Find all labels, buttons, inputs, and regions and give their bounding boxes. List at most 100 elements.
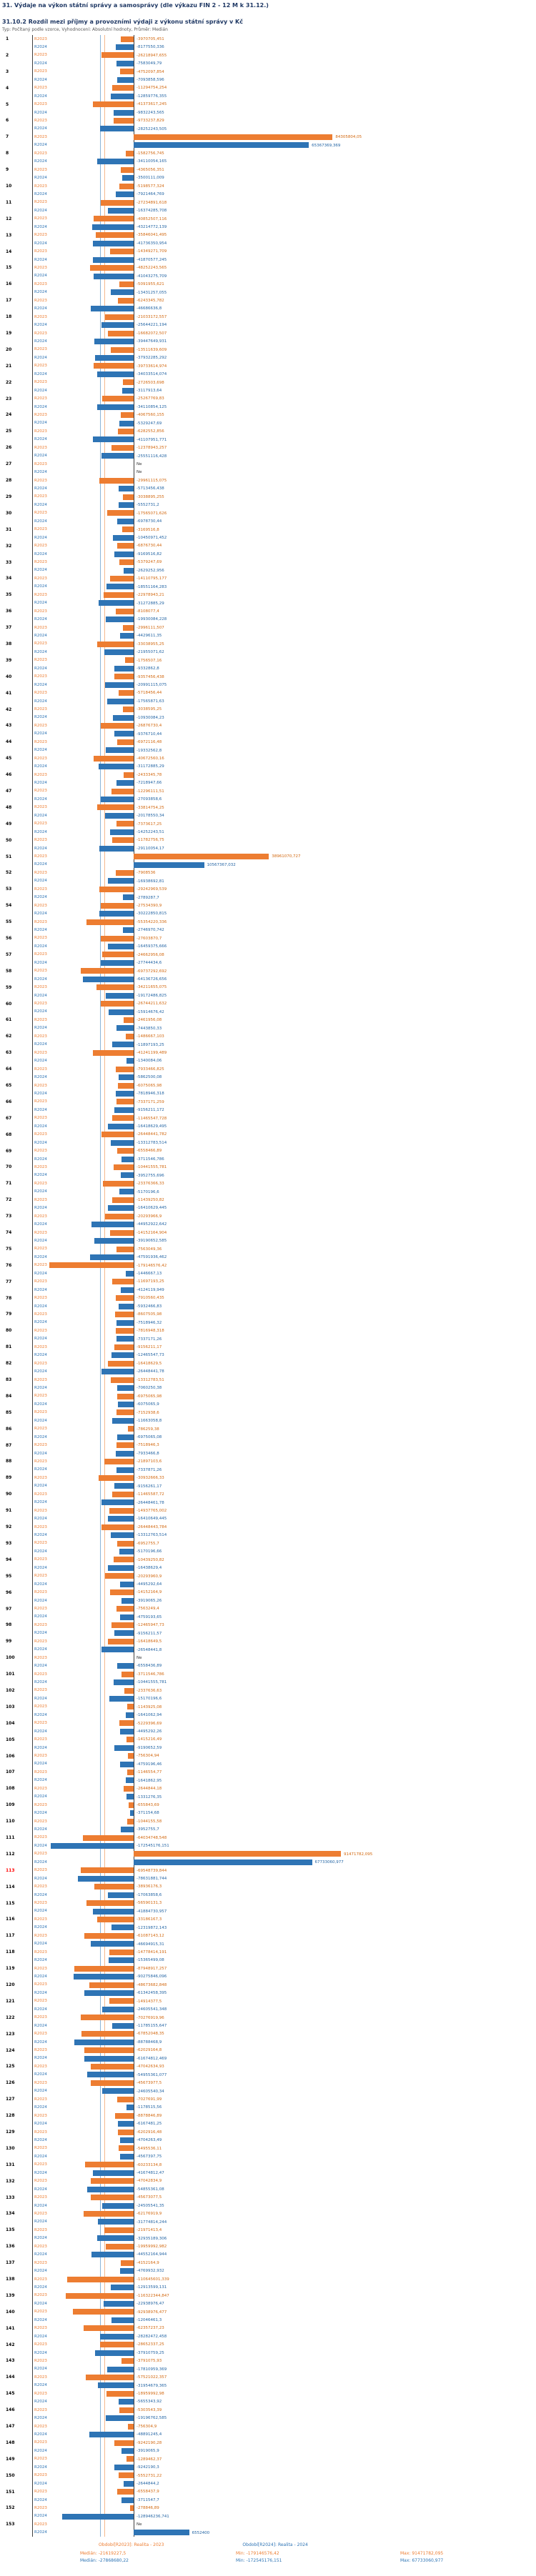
- median-line-r2023: [104, 35, 105, 2537]
- series-line-r2023: R2023 -41373617,245: [32, 101, 536, 109]
- value-label-r2024: -7933466,8: [137, 1451, 159, 1456]
- bar-r2023: [111, 444, 134, 451]
- series-line-r2023: R2023 38961070,727: [32, 853, 536, 861]
- value-label-r2024: -88788468,9: [137, 2040, 162, 2045]
- value-label-r2024: 65367369,369: [312, 143, 341, 148]
- series-line-r2024: R2024 -4704263,49: [32, 2136, 536, 2144]
- bar-r2023: [103, 1180, 134, 1187]
- chart-row: 116 R2023 -33186167,3 R2024 -12319872,143: [0, 1915, 536, 1932]
- bar-r2024: [94, 1238, 134, 1244]
- bar-r2024: [116, 1091, 134, 1097]
- series-label-r2023: R2023: [34, 969, 47, 974]
- row-bars: R2023 -4067560,155 R2024 -5329247,69: [32, 411, 536, 427]
- row-number: 3: [6, 69, 9, 74]
- series-label-r2024: R2024: [34, 143, 47, 148]
- bar-r2024: [105, 812, 134, 819]
- row-bars: R2023 -26218947,655 R2024 -7583049,79: [32, 51, 536, 68]
- value-label-r2023: -10441555,781: [137, 1165, 167, 1170]
- row-bars: R2023 -7816948,318 R2024 -7337171,26: [32, 1327, 536, 1343]
- value-label-r2023: -1044155,58: [137, 1819, 162, 1824]
- chart-row: 68 R2023 -26448441,782 R2024 -13312783,514: [0, 1131, 536, 1147]
- row-number: 13: [6, 232, 12, 238]
- bar-r2024: [118, 1401, 134, 1407]
- series-label-r2024: R2024: [34, 159, 47, 164]
- series-line-r2023: R2023 -60233134,8: [32, 2161, 536, 2169]
- value-label-r2023: -4152164,9: [137, 2260, 159, 2265]
- bar-r2024: [112, 714, 134, 721]
- series-line-r2024: R2024 -26548441,8: [32, 1646, 536, 1654]
- series-label-r2023: R2023: [34, 1427, 47, 1432]
- series-line-r2024: R2024 -26448461,78: [32, 1499, 536, 1507]
- value-label-r2024: -128946236,741: [137, 2514, 169, 2519]
- chart-row: 88 R2023 -21897103,6 R2024 -7337871,26: [0, 1457, 536, 1474]
- chart-row: 80 R2023 -7816948,318 R2024 -7337171,26: [0, 1327, 536, 1343]
- series-line-r2024: R2024 -41043275,709: [32, 272, 536, 280]
- series-line-r2023: R2023 -1289462,37: [32, 2455, 536, 2463]
- series-label-r2024: R2024: [34, 355, 47, 360]
- value-label-r2024: -44952922,642: [137, 1222, 167, 1227]
- bar-r2024: [120, 2153, 134, 2160]
- series-label-r2023: R2023: [34, 1328, 47, 1333]
- row-number: 141: [6, 2325, 15, 2331]
- series-line-r2023: R2023 -61087143,12: [32, 1932, 536, 1940]
- value-label-r2024: -3711547,7: [137, 2497, 159, 2502]
- chart-row: 56 R2023 -27603870,7 R2024 -16459375,666: [0, 934, 536, 951]
- value-label-r2024: -9156211,57: [137, 1631, 162, 1636]
- row-number: 97: [6, 1606, 12, 1612]
- series-label-r2024: R2024: [34, 977, 47, 982]
- series-line-r2024: R2024 -128946236,741: [32, 2512, 536, 2520]
- series-line-r2024: R2024 -2644844,2: [32, 2480, 536, 2487]
- value-label-r2023: -26876730,4: [137, 724, 162, 729]
- value-label-r2023: -6952755,7: [137, 1541, 159, 1546]
- row-number: 92: [6, 1524, 12, 1530]
- row-number: 78: [6, 1295, 12, 1301]
- series-label-r2023: R2023: [34, 2211, 47, 2216]
- value-label-r2024: -9156261,17: [137, 1484, 162, 1489]
- row-bars: R2023 -20293966,9 R2024 -44952922,642: [32, 1212, 536, 1229]
- series-line-r2023: R2023 -26744211,632: [32, 1000, 536, 1008]
- series-line-r2024: R2024 -31172885,29: [32, 763, 536, 771]
- bar-r2024: [134, 2530, 189, 2536]
- series-label-r2023: R2023: [34, 1394, 47, 1399]
- series-line-r2024: R2024 -4495292,26: [32, 1727, 536, 1735]
- bar-r2024: [114, 1107, 134, 1113]
- series-label-r2023: R2023: [34, 1557, 47, 1562]
- series-label-r2024: R2024: [34, 94, 47, 99]
- row-bars: R2023 -5718456,44 R2024 -17565871,63: [32, 689, 536, 706]
- bar-r2023: [119, 1720, 134, 1727]
- row-number: 106: [6, 1753, 15, 1759]
- series-line-r2023: R2023 -14778414,191: [32, 1948, 536, 1956]
- series-label-r2023: R2023: [34, 854, 47, 859]
- series-label-r2023: R2023: [34, 1524, 47, 1529]
- chart-row: 101 R2023 -3711546,786 R2024 -10441555,781: [0, 1670, 536, 1687]
- legend-r2024: Období[R2024]: Realita - 2024: [242, 2542, 308, 2548]
- series-line-r2023: R2023 -14349271,709: [32, 248, 536, 256]
- chart-row: 1 R2023 -3970705,451 R2024 -8177550,336: [0, 35, 536, 51]
- series-line-r2023: R2023 -11782756,75: [32, 837, 536, 844]
- chart-row: 36 R2023 -8108077,4 R2024 -19930084,228: [0, 607, 536, 624]
- value-label-r2023: -5495536,11: [137, 2146, 162, 2151]
- value-label-r2024: -4704263,49: [137, 2138, 162, 2143]
- row-bars: R2023 -87948917,257 R2024 -90275846,096: [32, 1965, 536, 1981]
- row-bars: R2023 -41241199,489 R2024 -1340084,06: [32, 1049, 536, 1065]
- bar-r2023: [126, 1704, 134, 1710]
- value-label-r2024: -25644221,194: [137, 323, 167, 328]
- chart-row: 117 R2023 -61087143,12 R2024 -46694915,31: [0, 1932, 536, 1948]
- series-line-r2024: R2024 -26448441,78: [32, 1368, 536, 1376]
- value-label-r2023: -29242969,539: [137, 887, 167, 892]
- bar-r2023: [116, 543, 134, 549]
- row-number: 32: [6, 543, 12, 549]
- value-label-r2023: -23376366,33: [137, 1182, 164, 1187]
- chart-row: 47 R2023 -12296111,51 R2024 -27093858,6: [0, 787, 536, 804]
- value-label-r2023: -11782756,75: [137, 838, 164, 843]
- bar-r2023: [89, 265, 134, 271]
- value-label-r2023: -7337171,259: [137, 1099, 164, 1104]
- series-line-r2023: R2023 -2461956,08: [32, 1016, 536, 1024]
- series-label-r2024: R2024: [34, 323, 47, 328]
- bar-r2024: [126, 1058, 134, 1064]
- value-label-r2023: -45673077,5: [137, 2195, 162, 2200]
- series-label-r2023: R2023: [34, 118, 47, 123]
- series-line-r2024: R2024 -29110054,17: [32, 844, 536, 852]
- series-label-r2023: R2023: [34, 1737, 47, 1742]
- bar-r2024: [111, 2317, 134, 2323]
